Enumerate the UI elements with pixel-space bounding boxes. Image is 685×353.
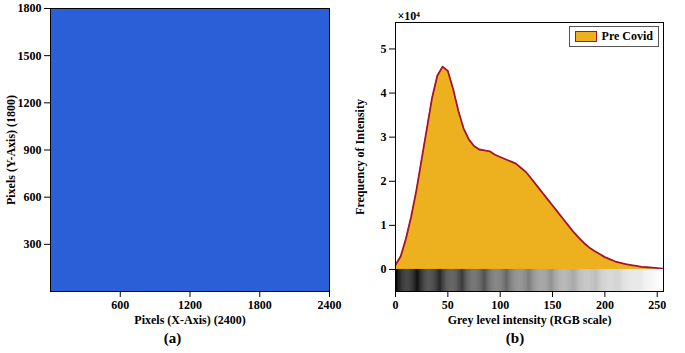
- svg-text:0: 0: [393, 298, 399, 312]
- svg-text:50: 50: [442, 298, 454, 312]
- svg-text:2: 2: [381, 174, 387, 188]
- svg-text:2400: 2400: [318, 298, 342, 312]
- svg-text:4: 4: [381, 86, 387, 100]
- svg-text:1500: 1500: [18, 49, 42, 63]
- svg-text:1: 1: [381, 218, 387, 232]
- html-text:(b): (b): [505, 330, 525, 346]
- svg-text:0: 0: [381, 262, 387, 276]
- svg-text:250: 250: [648, 298, 666, 312]
- svg-text:Pixels (X-Axis) (2400): Pixels (X-Axis) (2400): [134, 313, 245, 327]
- svg-text:Grey level intensity (RGB scal: Grey level intensity (RGB scale): [448, 313, 612, 327]
- svg-text:100: 100: [491, 298, 509, 312]
- html-text:(a): (a): [163, 330, 182, 346]
- svg-text:1800: 1800: [248, 298, 272, 312]
- svg-text:900: 900: [24, 143, 42, 157]
- svg-text:5: 5: [381, 42, 387, 56]
- svg-text:600: 600: [111, 298, 129, 312]
- svg-text:1800: 1800: [18, 1, 42, 15]
- svg-text:300: 300: [24, 237, 42, 251]
- svg-text:×10⁴: ×10⁴: [398, 9, 421, 23]
- svg-text:Pixels (Y-Axis) (1800): Pixels (Y-Axis) (1800): [4, 95, 18, 205]
- svg-text:3: 3: [381, 130, 387, 144]
- svg-text:Frequency of Intensity: Frequency of Intensity: [353, 99, 367, 215]
- svg-text:150: 150: [544, 298, 562, 312]
- html-text:Pre Covid: Pre Covid: [601, 29, 653, 43]
- svg-text:1200: 1200: [18, 96, 42, 110]
- svg-text:200: 200: [596, 298, 614, 312]
- svg-text:600: 600: [24, 190, 42, 204]
- svg-text:1200: 1200: [178, 298, 202, 312]
